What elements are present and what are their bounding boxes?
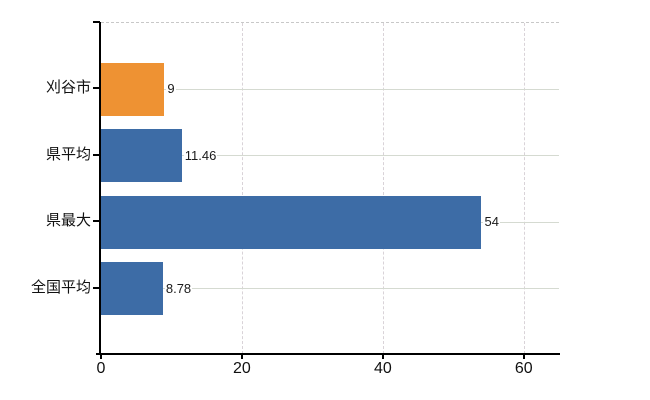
- horizontal-gridline: [101, 288, 559, 290]
- category-label-県最大: 県最大: [45, 212, 91, 230]
- bar-value-label: 11.46: [183, 147, 218, 164]
- horizontal-gridline: [101, 155, 559, 157]
- y-axis-tick: [93, 220, 100, 223]
- bar-県最大: [101, 195, 482, 249]
- bar-全国平均: [101, 262, 163, 316]
- bar-value-label: 8.78: [164, 280, 193, 297]
- x-axis-tick: [100, 354, 102, 359]
- x-axis-line: [96, 353, 560, 355]
- y-axis-end-tick: [93, 21, 100, 23]
- x-axis-tick-label: 60: [514, 360, 533, 377]
- horizontal-gridline: [101, 88, 559, 90]
- bar-value-label: 9: [166, 81, 176, 98]
- y-axis-tick: [93, 87, 100, 90]
- bar-県平均: [101, 129, 182, 183]
- category-label-県平均: 県平均: [45, 145, 91, 163]
- x-axis-tick: [240, 354, 243, 359]
- vertical-gridline: [523, 23, 525, 354]
- x-axis-tick: [381, 354, 384, 359]
- x-axis-tick-label: 20: [233, 360, 251, 377]
- category-label-刈谷市: 刈谷市: [45, 79, 91, 97]
- y-axis-tick: [93, 153, 100, 156]
- y-axis-tick: [93, 286, 100, 289]
- x-axis-tick: [522, 354, 525, 359]
- category-label-全国平均: 全国平均: [30, 278, 91, 296]
- vertical-gridline: [382, 23, 384, 354]
- bar-刈谷市: [101, 62, 165, 116]
- vertical-gridline: [241, 23, 243, 354]
- plot-area: 9 11.46 54 8.78: [101, 22, 559, 354]
- x-axis-tick-label: 0: [96, 360, 106, 377]
- y-axis-line: [99, 22, 101, 354]
- x-axis-tick-label: 40: [373, 360, 392, 377]
- bar-value-label: 54: [483, 214, 500, 231]
